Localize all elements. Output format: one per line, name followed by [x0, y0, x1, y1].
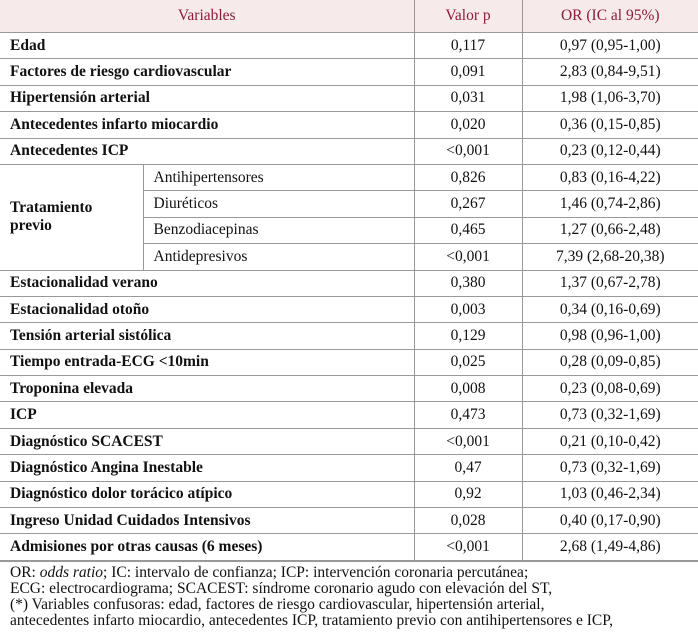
variable: Diagnóstico Angina Inestable — [0, 454, 415, 482]
variable: Tiempo entrada-ECG <10min — [0, 348, 415, 377]
table-row: Factores de riesgo cardiovascular 0,091 2,… — [0, 58, 698, 86]
odds-ratio: 0,98 (0,96-1,00) — [521, 322, 698, 350]
variable: Tensión arterial sistólica — [0, 322, 415, 350]
p-value: <0,001 — [413, 533, 523, 561]
variable: Factores de riesgo cardiovascular — [0, 58, 415, 86]
table-row: Diagnóstico dolor torácico atípico 0,92 1,… — [0, 480, 698, 509]
p-value: <0,001 — [413, 427, 523, 456]
odds-ratio: 1,37 (0,67-2,78) — [521, 269, 698, 297]
odds-ratio: 0,83 (0,16-4,22) — [521, 163, 698, 192]
table-row: Tratamiento previo Antihipertensores 0,826… — [0, 163, 698, 271]
p-value: 0,025 — [413, 348, 523, 377]
variable: Edad — [0, 31, 415, 60]
p-value: 0,031 — [413, 84, 523, 113]
sub-variable: Antidepresivos — [143, 243, 415, 271]
p-value: 0,465 — [413, 216, 523, 245]
table-row: Diuréticos 0,267 1,46 (0,74-2,86) — [0, 190, 698, 218]
table-row: Benzodiacepinas 0,465 1,27 (0,66-2,48) — [0, 216, 698, 245]
odds-ratio: 1,03 (0,46-2,34) — [521, 480, 698, 509]
sub-variable: Diuréticos — [143, 190, 415, 218]
table-row: Ingreso Unidad Cuidados Intensivos 0,028 0… — [0, 507, 698, 535]
table-row: Hipertensión arterial 0,031 1,98 (1,06-3,7… — [0, 84, 698, 113]
p-value: 0,117 — [413, 31, 523, 60]
odds-ratio: 2,68 (1,49-4,86) — [521, 533, 698, 561]
footnote-line: (*) Variables confusoras: edad, factores… — [10, 595, 545, 613]
p-value: 0,008 — [413, 375, 523, 403]
odds-ratio: 0,28 (0,09-0,85) — [521, 348, 698, 377]
variable: Estacionalidad verano — [0, 269, 415, 297]
variable: Diagnóstico dolor torácico atípico — [0, 480, 415, 509]
table-row: ICP 0,473 0,73 (0,32-1,69) — [0, 401, 698, 429]
p-value: <0,001 — [413, 243, 523, 271]
odds-ratio: 0,23 (0,12-0,44) — [521, 137, 698, 165]
variable: Antecedentes ICP — [0, 137, 415, 165]
table-row: Estacionalidad verano 0,380 1,37 (0,67-2,7… — [0, 269, 698, 297]
table-row: Admisiones por otras causas (6 meses) <0,… — [0, 533, 698, 561]
p-value: 0,028 — [413, 507, 523, 535]
odds-ratio: 1,27 (0,66-2,48) — [521, 216, 698, 245]
odds-ratio: 0,40 (0,17-0,90) — [521, 507, 698, 535]
odds-ratio: 0,36 (0,15-0,85) — [521, 111, 698, 139]
header-cell: Variables — [0, 0, 415, 33]
variable: Antecedentes infarto miocardio — [0, 111, 415, 139]
odds-ratio: 7,39 (2,68-20,38) — [521, 243, 698, 271]
header-cell: OR (IC al 95%) — [521, 0, 698, 33]
p-value: 0,92 — [413, 480, 523, 509]
group-label: Tratamiento previo — [0, 163, 144, 271]
odds-ratio: 0,34 (0,16-0,69) — [521, 295, 698, 324]
sub-variable: Antihipertensores — [142, 163, 415, 192]
footnote-line: ECG: electrocardiograma; SCACEST: síndro… — [10, 579, 553, 597]
table-row: Troponina elevada 0,008 0,23 (0,08-0,69) — [0, 375, 698, 403]
header-cell: Valor p — [413, 0, 523, 33]
variable: ICP — [0, 401, 415, 429]
variable: Admisiones por otras causas (6 meses) — [0, 533, 415, 561]
variable: Estacionalidad otoño — [0, 295, 415, 324]
variable: Hipertensión arterial — [0, 84, 415, 113]
p-value: 0,826 — [413, 163, 523, 192]
p-value: <0,001 — [413, 137, 523, 165]
odds-ratio: 0,97 (0,95-1,00) — [521, 31, 698, 60]
footnote-line: OR: odds ratio; IC: intervalo de confian… — [10, 563, 688, 581]
table-row: Tiempo entrada-ECG <10min 0,025 0,28 (0,09… — [0, 348, 698, 377]
table-row: Diagnóstico Angina Inestable 0,47 0,73 (0,… — [0, 454, 698, 482]
p-value: 0,47 — [413, 454, 523, 482]
table-row: Diagnóstico SCACEST <0,001 0,21 (0,10-0,42… — [0, 427, 698, 456]
footnote-line: antecedentes infarto miocardio, antecede… — [10, 611, 614, 629]
table-row: Edad 0,117 0,97 (0,95-1,00) — [0, 31, 698, 60]
footnote-text: ; IC: intervalo de confianza; ICP: inter… — [103, 563, 529, 581]
odds-ratio: 1,46 (0,74-2,86) — [521, 190, 698, 218]
table-row: Antecedentes infarto miocardio 0,020 0,36 … — [0, 111, 698, 139]
variable: Diagnóstico SCACEST — [0, 427, 415, 456]
p-value: 0,091 — [413, 58, 523, 86]
odds-ratio: 0,21 (0,10-0,42) — [521, 427, 698, 456]
sub-variable: Benzodiacepinas — [143, 216, 415, 245]
p-value: 0,003 — [413, 295, 523, 324]
footnote: OR: odds ratio; IC: intervalo de confian… — [0, 560, 698, 643]
table-row: Tensión arterial sistólica 0,129 0,98 (0,9… — [0, 322, 698, 350]
p-value: 0,267 — [413, 190, 523, 218]
odds-ratio: 0,23 (0,08-0,69) — [521, 375, 698, 403]
odds-ratio: 0,73 (0,32-1,69) — [521, 401, 698, 429]
header-row: Variables Valor p OR (IC al 95%) — [0, 0, 698, 33]
p-value: 0,473 — [413, 401, 523, 429]
p-value: 0,129 — [413, 322, 523, 350]
odds-ratio: 2,83 (0,84-9,51) — [521, 58, 698, 86]
table-row: Antecedentes ICP <0,001 0,23 (0,12-0,44) — [0, 137, 698, 165]
footnote-italic: odds ratio — [39, 563, 104, 581]
variable: Troponina elevada — [0, 375, 415, 403]
odds-ratio: 0,73 (0,32-1,69) — [521, 454, 698, 482]
table-row: Estacionalidad otoño 0,003 0,34 (0,16-0,69… — [0, 295, 698, 324]
results-table: Variables Valor p OR (IC al 95%) Edad 0,1… — [0, 0, 698, 561]
p-value: 0,380 — [413, 269, 523, 297]
variable: Ingreso Unidad Cuidados Intensivos — [0, 507, 415, 535]
table-body: Edad 0,117 0,97 (0,95-1,00) Factores de rie… — [0, 31, 698, 561]
footnote-text: OR: — [10, 563, 40, 581]
p-value: 0,020 — [413, 111, 523, 139]
odds-ratio: 1,98 (1,06-3,70) — [521, 84, 698, 113]
